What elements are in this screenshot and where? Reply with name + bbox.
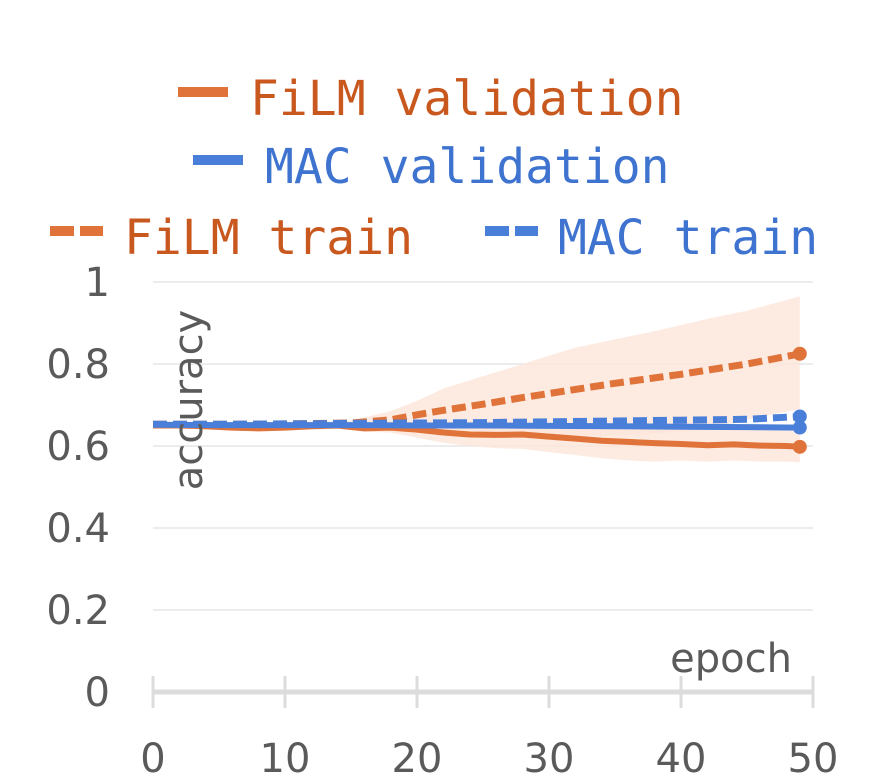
legend: FiLM validation MAC validation FiLM train M…: [50, 71, 818, 266]
y-tick-label-4: 0.8: [46, 342, 110, 388]
y-axis-label: accuracy: [166, 310, 212, 490]
y-tick-label-3: 0.6: [46, 424, 110, 470]
y-tick-label-5: 1: [85, 260, 110, 306]
series-end-point-3: [792, 409, 807, 424]
legend-label-1: MAC validation: [265, 139, 670, 195]
x-axis-label: epoch: [670, 636, 792, 682]
x-tick-label-5: 50: [788, 736, 839, 782]
legend-label-2: FiLM train: [124, 210, 413, 266]
x-tick-label-0: 0: [140, 736, 165, 782]
legend-label-0: FiLM validation: [250, 71, 683, 127]
confidence-bands: [153, 296, 800, 463]
legend-label-3: MAC train: [558, 210, 818, 266]
x-tick-label-1: 10: [260, 736, 311, 782]
series-line-0: [153, 422, 800, 450]
series-end-point-0: [792, 439, 807, 454]
x-tick-label-4: 40: [656, 736, 707, 782]
band-series-2: [153, 296, 800, 436]
series-line-2: [153, 350, 801, 428]
x-tick-label-2: 20: [392, 736, 443, 782]
series-lines: [152, 346, 807, 454]
y-tick-label-2: 0.4: [46, 506, 110, 552]
x-tick-label-3: 30: [524, 736, 575, 782]
y-tick-label-1: 0.2: [46, 588, 110, 634]
series-line-1: [152, 421, 800, 431]
series-end-point-2: [792, 346, 807, 361]
series-end-point-1: [792, 420, 807, 435]
y-tick-label-0: 0: [85, 670, 110, 716]
